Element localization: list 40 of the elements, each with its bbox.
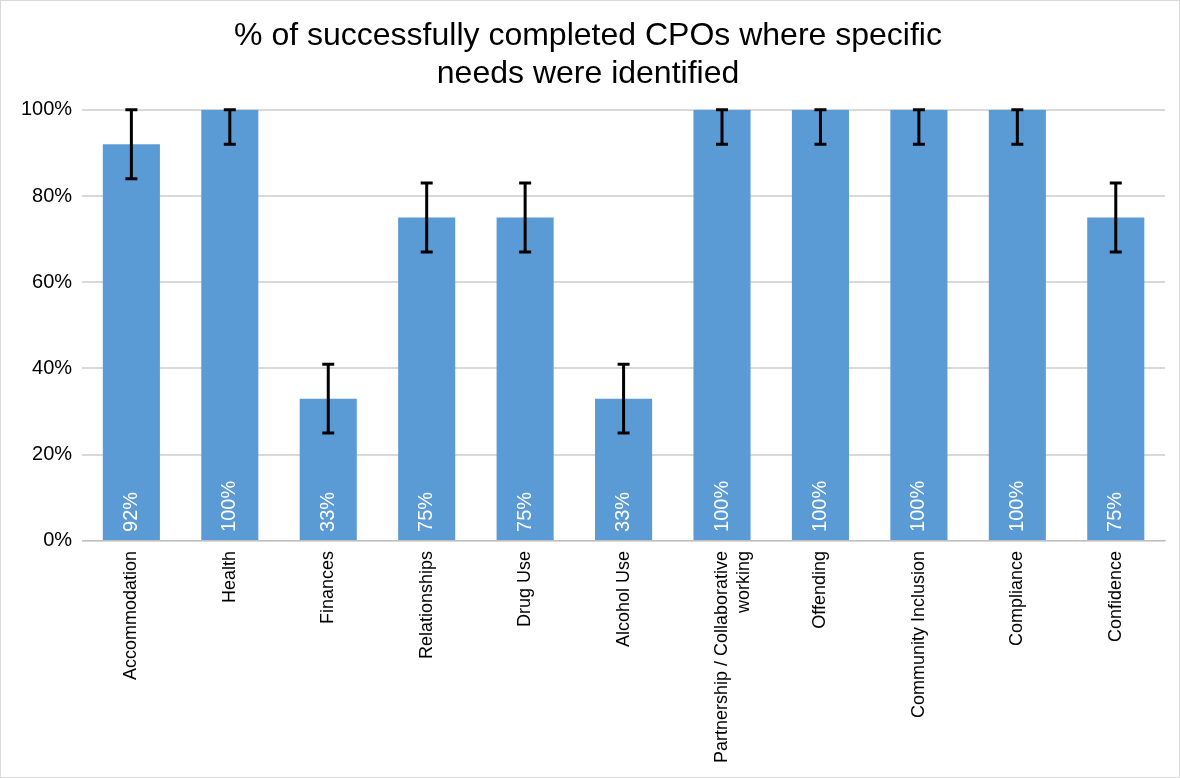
- data-label: 75%: [414, 491, 437, 532]
- data-label: 100%: [906, 480, 929, 532]
- x-tick-label: Community Inclusion: [907, 550, 928, 718]
- data-label: 75%: [512, 491, 535, 532]
- data-label: 33%: [611, 491, 634, 532]
- data-label: 100%: [807, 480, 830, 532]
- bar: [201, 109, 259, 540]
- x-tick-label: Offending: [809, 550, 830, 629]
- x-tick-label: Partnership / Collaborative working: [710, 550, 753, 763]
- chart-title: % of successfully completed CPOs where specific needs were identified: [234, 16, 942, 91]
- bar: [299, 398, 357, 540]
- y-tick-label: 0%: [43, 528, 73, 551]
- bar: [1087, 217, 1145, 540]
- x-tick-label: Accommodation: [120, 550, 141, 680]
- y-tick-label: 100%: [21, 97, 73, 120]
- bar: [988, 109, 1046, 540]
- x-tick-label: Alcohol Use: [612, 550, 633, 647]
- bar: [496, 217, 554, 540]
- data-label: 92%: [118, 491, 141, 532]
- x-tick-label: Finances: [317, 550, 338, 624]
- data-label: 75%: [1103, 491, 1126, 532]
- y-tick-label: 60%: [32, 269, 73, 292]
- bar: [693, 109, 751, 540]
- x-tick-label: Confidence: [1104, 550, 1125, 642]
- x-tick-label: Drug Use: [514, 550, 535, 627]
- bar: [595, 398, 653, 540]
- bar: [102, 144, 160, 540]
- data-label: 100%: [709, 480, 732, 532]
- x-tick-label: Compliance: [1006, 550, 1027, 646]
- x-tick-label: Health: [218, 550, 239, 603]
- y-tick-label: 20%: [32, 442, 73, 465]
- y-tick-label: 80%: [32, 183, 73, 206]
- data-label: 33%: [315, 491, 338, 532]
- data-label: 100%: [1004, 480, 1027, 532]
- x-tick-label: Relationships: [415, 550, 436, 659]
- bar: [791, 109, 850, 540]
- bar: [890, 109, 948, 540]
- y-tick-label: 40%: [32, 355, 73, 378]
- data-label: 100%: [217, 480, 240, 532]
- bar: [398, 217, 456, 540]
